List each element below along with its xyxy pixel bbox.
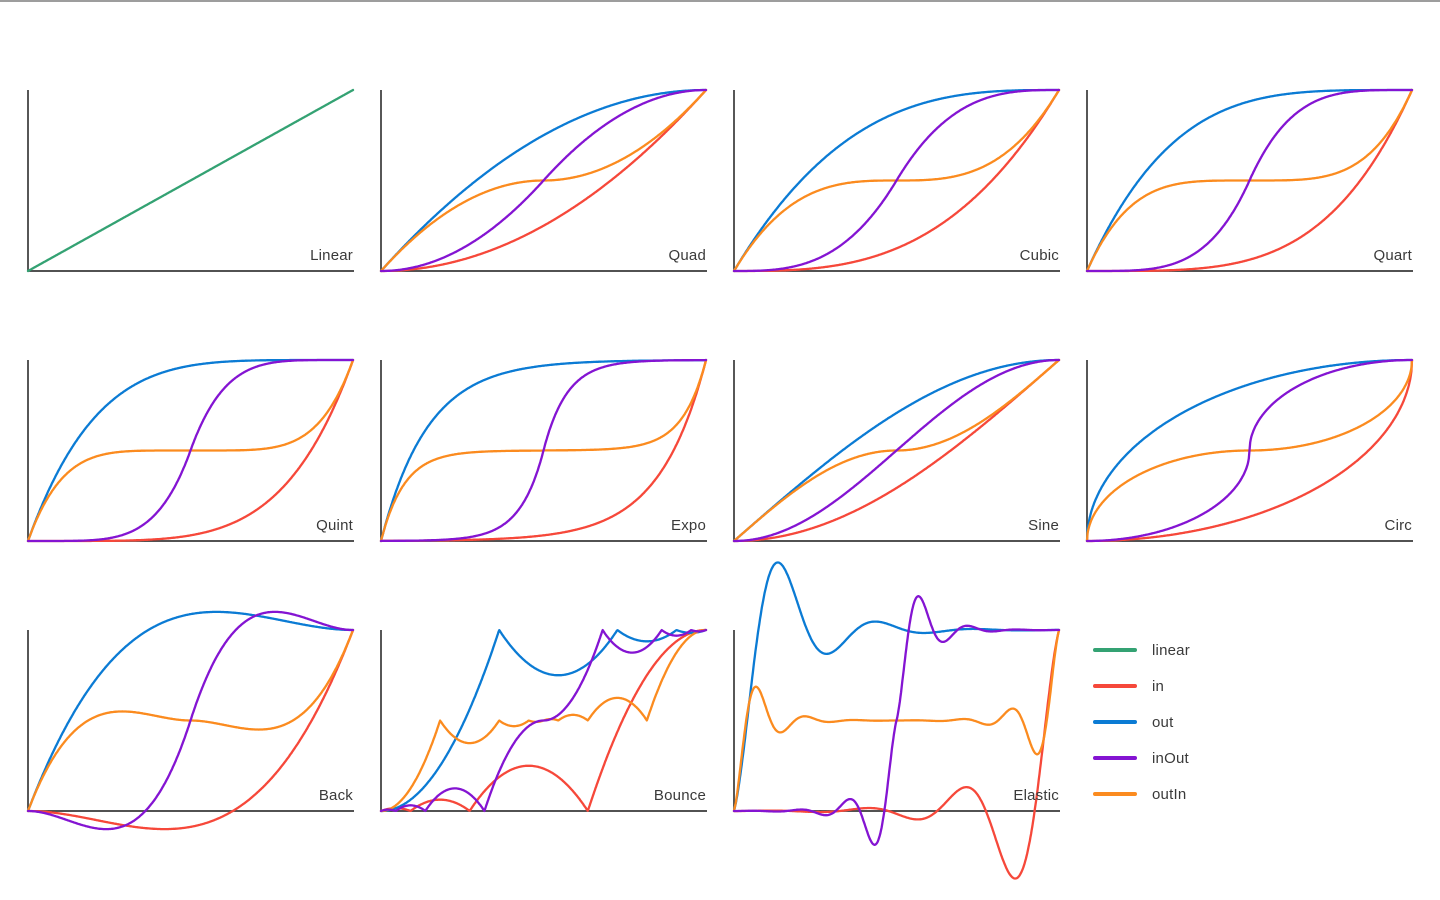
chart-cell-circ: Circ bbox=[1085, 285, 1417, 623]
legend-swatch-linear bbox=[1093, 648, 1137, 652]
chart-cell-sine: Sine bbox=[732, 285, 1064, 623]
curve-inOut bbox=[379, 628, 708, 813]
quad-plot-canvas bbox=[379, 88, 708, 273]
linear-plot-canvas bbox=[26, 88, 355, 273]
curve-inOut bbox=[732, 595, 1061, 846]
curve-linear bbox=[26, 88, 355, 273]
curve-inOut bbox=[732, 88, 1061, 273]
back-plot-canvas bbox=[26, 610, 355, 831]
curve-out bbox=[732, 88, 1061, 273]
legend-item-in: in bbox=[1093, 668, 1313, 704]
curve-in bbox=[1085, 358, 1414, 543]
curve-out bbox=[732, 561, 1061, 813]
chart-cell-bounce: Bounce bbox=[379, 555, 711, 893]
elastic-plot-canvas bbox=[732, 561, 1061, 880]
legend-swatch-inout bbox=[1093, 756, 1137, 760]
curve-inOut bbox=[26, 610, 355, 831]
expo-plot-canvas bbox=[379, 358, 708, 543]
chart-title-back: Back bbox=[318, 787, 353, 804]
curve-inOut bbox=[732, 358, 1061, 543]
legend-label-in: in bbox=[1152, 677, 1165, 695]
chart-cell-elastic: Elastic bbox=[732, 555, 1064, 893]
curve-inOut bbox=[26, 358, 355, 543]
legend-label-outin: outIn bbox=[1152, 785, 1187, 803]
curve-in bbox=[732, 628, 1061, 880]
legend-item-inout: inOut bbox=[1093, 740, 1313, 776]
curve-out bbox=[379, 88, 708, 273]
curve-in bbox=[26, 628, 355, 831]
chart-cell-cubic: Cubic bbox=[732, 15, 1064, 353]
legend-item-out: out bbox=[1093, 704, 1313, 740]
curve-inOut bbox=[1085, 358, 1414, 543]
curve-out bbox=[26, 610, 355, 813]
chart-cell-quad: Quad bbox=[379, 15, 711, 353]
chart-title-circ: Circ bbox=[1384, 517, 1412, 534]
legend-label-inout: inOut bbox=[1152, 749, 1189, 767]
chart-cell-quart: Quart bbox=[1085, 15, 1417, 353]
chart-title-quart: Quart bbox=[1373, 247, 1412, 264]
curve-out bbox=[732, 358, 1061, 543]
curve-in bbox=[379, 88, 708, 273]
legend-swatch-outin bbox=[1093, 792, 1137, 796]
circ-plot-canvas bbox=[1085, 358, 1414, 543]
chart-title-bounce: Bounce bbox=[653, 787, 706, 804]
chart-title-quint: Quint bbox=[316, 517, 353, 534]
legend-swatch-out bbox=[1093, 720, 1137, 724]
sine-plot-canvas bbox=[732, 358, 1061, 543]
cubic-plot-canvas bbox=[732, 88, 1061, 273]
chart-cell-linear: Linear bbox=[26, 15, 358, 353]
curve-in bbox=[732, 358, 1061, 543]
legend-item-linear: linear bbox=[1093, 632, 1313, 668]
curve-inOut bbox=[1085, 88, 1414, 273]
curve-out bbox=[1085, 358, 1414, 543]
curve-in bbox=[732, 88, 1061, 273]
chart-title-elastic: Elastic bbox=[1013, 787, 1059, 804]
curve-inOut bbox=[379, 88, 708, 273]
chart-cell-back: Back bbox=[26, 555, 358, 893]
legend-swatch-in bbox=[1093, 684, 1137, 688]
quart-plot-canvas bbox=[1085, 88, 1414, 273]
quint-plot-canvas bbox=[26, 358, 355, 543]
window-top-border bbox=[0, 0, 1440, 2]
bounce-plot-canvas bbox=[379, 628, 708, 813]
chart-title-cubic: Cubic bbox=[1019, 247, 1059, 264]
chart-title-sine: Sine bbox=[1028, 517, 1059, 534]
chart-title-linear: Linear bbox=[310, 247, 353, 264]
legend-label-linear: linear bbox=[1152, 641, 1190, 659]
curve-inOut bbox=[379, 358, 708, 543]
chart-cell-expo: Expo bbox=[379, 285, 711, 623]
legend-label-out: out bbox=[1152, 713, 1174, 731]
legend-item-outin: outIn bbox=[1093, 776, 1313, 812]
chart-title-expo: Expo bbox=[671, 517, 706, 534]
chart-title-quad: Quad bbox=[668, 247, 706, 264]
chart-cell-quint: Quint bbox=[26, 285, 358, 623]
legend: linear in out inOut outIn bbox=[1093, 632, 1313, 812]
